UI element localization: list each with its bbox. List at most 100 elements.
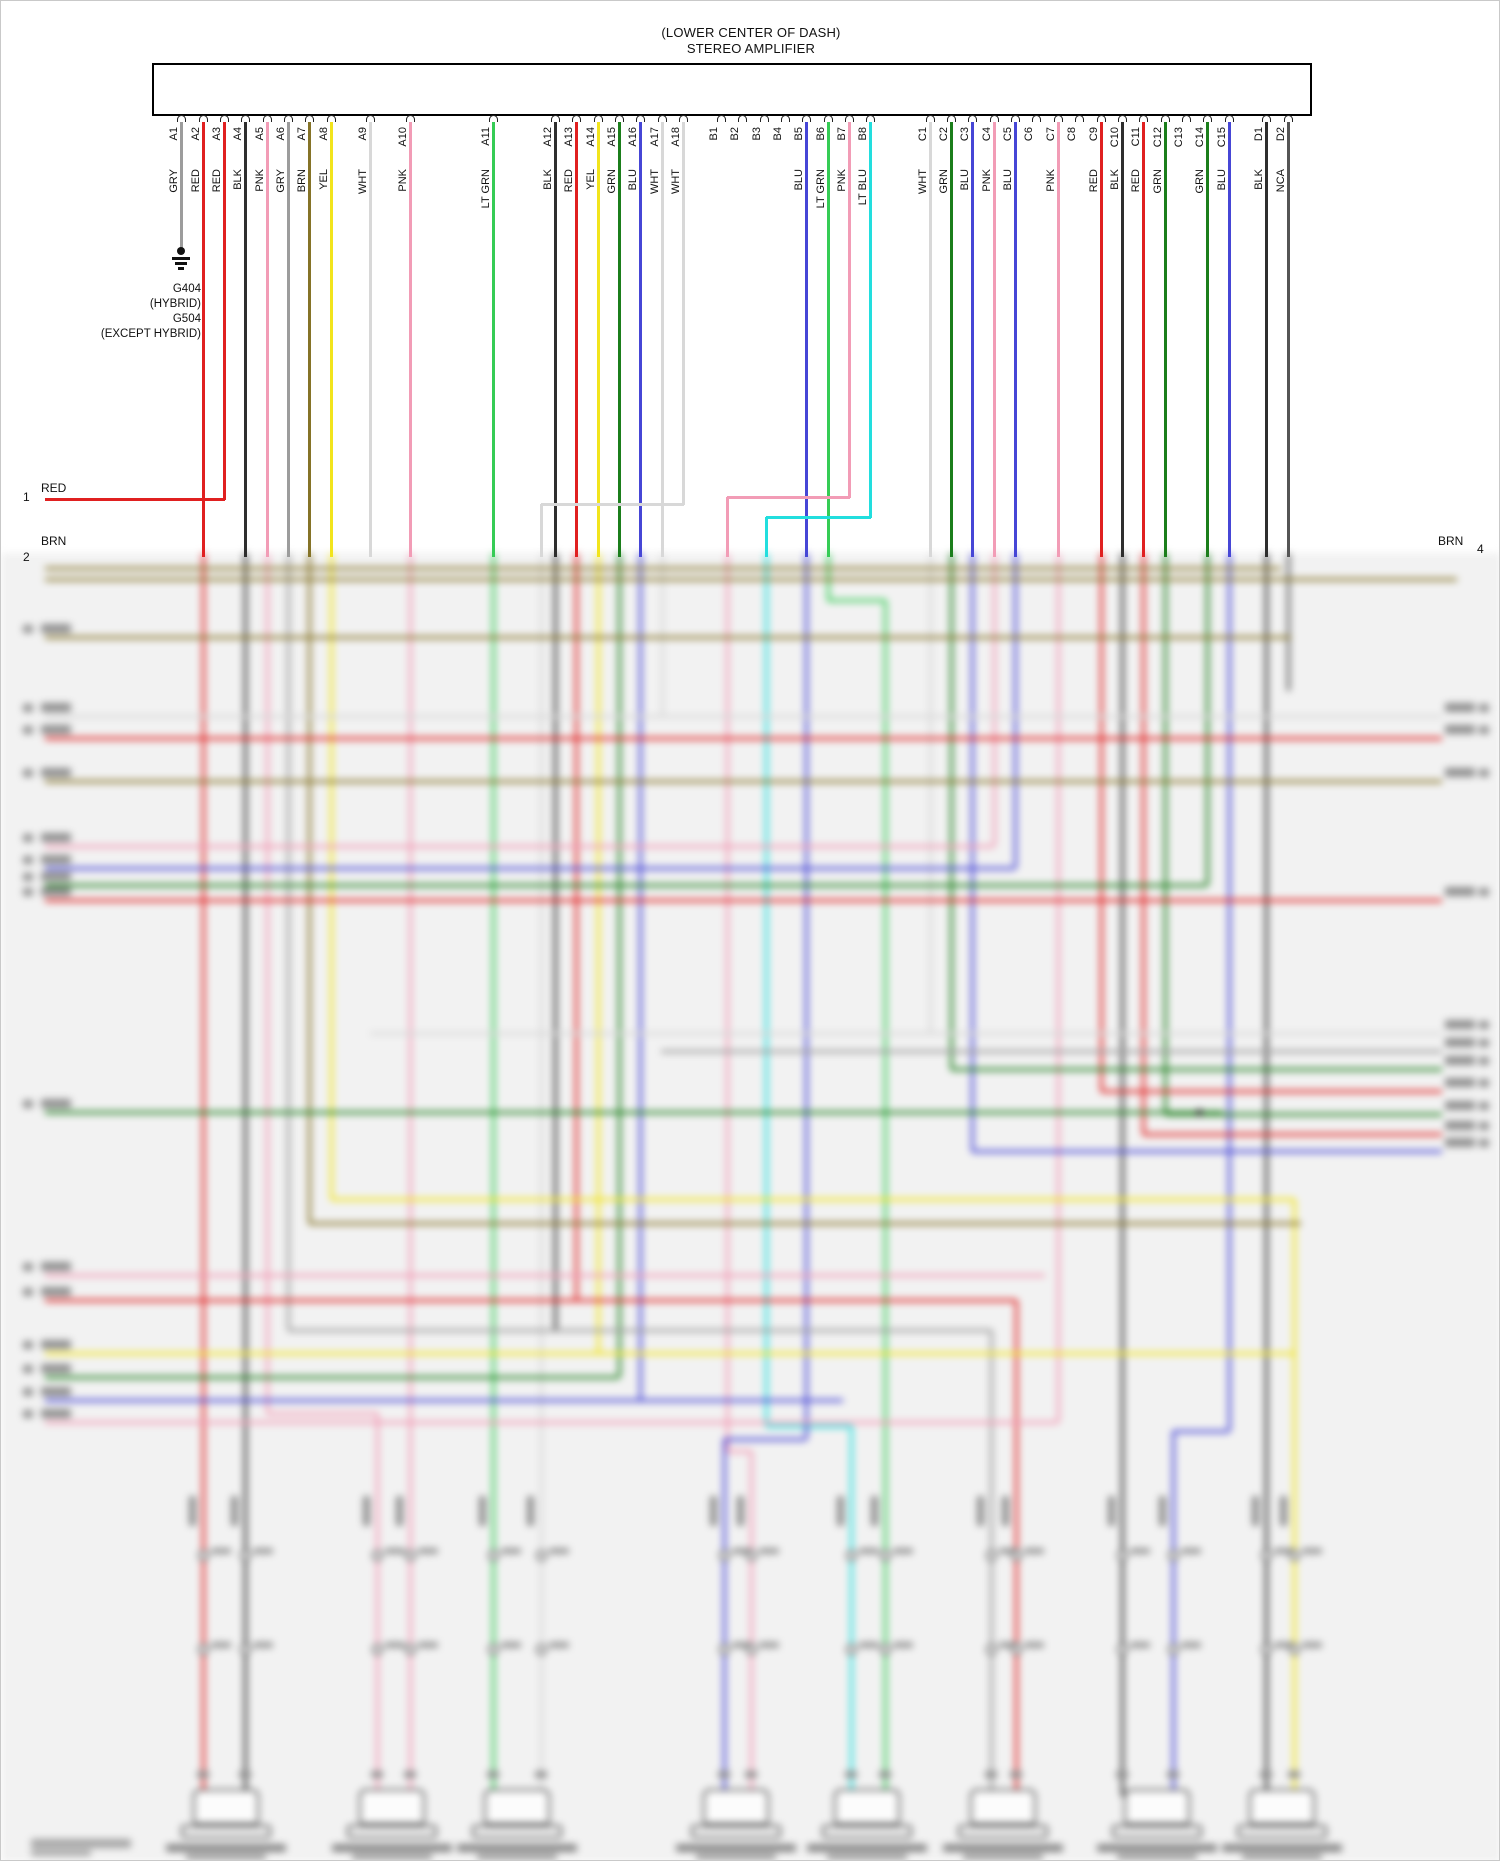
wire-pnk bbox=[266, 120, 269, 557]
wire-lt-blu bbox=[850, 1426, 853, 1796]
inline-connector-icon bbox=[239, 1643, 251, 1655]
right-wire-color-bar bbox=[1445, 887, 1475, 896]
wire-blu bbox=[45, 867, 1015, 870]
right-wire-number-bar bbox=[1479, 726, 1489, 734]
inline-connector-icon bbox=[371, 1643, 383, 1655]
inline-connector-label-bar bbox=[501, 1642, 521, 1648]
wire-gry bbox=[180, 120, 183, 251]
pin-socket-A11 bbox=[488, 115, 498, 122]
wire-wht bbox=[45, 715, 1442, 718]
wire-blu bbox=[639, 553, 642, 1400]
inline-connector-label-bar bbox=[549, 1642, 569, 1648]
component-name-bar bbox=[186, 1854, 266, 1860]
component-connector-body bbox=[1124, 1789, 1190, 1825]
wire-grn bbox=[1206, 120, 1209, 557]
component-connector-body bbox=[193, 1789, 259, 1825]
wire-color-label-C1: WHT bbox=[917, 169, 929, 195]
wire-pnk bbox=[267, 1412, 377, 1415]
pin-socket-A14 bbox=[593, 115, 603, 122]
wire-color-label-A11: LT GRN bbox=[480, 169, 492, 209]
pin-socket-A9 bbox=[365, 115, 375, 122]
wire-4-color-label: BRN bbox=[1438, 534, 1464, 548]
pin-socket-A3 bbox=[219, 115, 229, 122]
wire-color-label-A6: GRY bbox=[275, 169, 287, 193]
pin-socket-C15 bbox=[1224, 115, 1234, 122]
terminal-number-bar bbox=[745, 1771, 757, 1778]
wire-wht bbox=[661, 553, 664, 716]
wire-1-color-label: RED bbox=[41, 481, 67, 495]
wire-color-label-B5: BLU bbox=[793, 169, 805, 191]
wire-color-label-C10: BLK bbox=[1109, 169, 1121, 190]
wire-red bbox=[1142, 553, 1145, 1134]
wire-blu bbox=[971, 120, 974, 557]
inline-connector-label-bar bbox=[549, 1548, 569, 1554]
ground-qualifier-2: (EXCEPT HYBRID) bbox=[100, 328, 201, 340]
inline-connector-icon bbox=[487, 1549, 499, 1561]
inline-connector-icon bbox=[1010, 1549, 1022, 1561]
pin-socket-B6 bbox=[823, 115, 833, 122]
watermark-bar bbox=[31, 1839, 131, 1848]
pin-label-B2: B2 bbox=[729, 127, 741, 141]
wire-grn bbox=[45, 1376, 619, 1379]
wire-color-label-D1: BLK bbox=[1253, 169, 1265, 190]
pin-socket-C11 bbox=[1138, 115, 1148, 122]
right-wire-number-bar bbox=[1479, 1039, 1489, 1047]
pin-label-C11: C11 bbox=[1130, 127, 1142, 147]
wire-blk bbox=[1265, 553, 1268, 1796]
wire-pnk bbox=[45, 1274, 1045, 1277]
inline-connector-icon bbox=[1010, 1643, 1022, 1655]
wire-blu bbox=[1228, 553, 1231, 1431]
left-wire-color-bar bbox=[41, 887, 71, 896]
wire-blk bbox=[1121, 553, 1124, 1796]
wire-pnk bbox=[409, 120, 412, 557]
connector-wire-id-bar bbox=[1280, 1496, 1287, 1526]
pin-socket-C4 bbox=[989, 115, 999, 122]
wire-color-label-A7: BRN bbox=[296, 169, 308, 193]
component-name-bar bbox=[963, 1854, 1043, 1860]
watermark-bar bbox=[31, 1850, 91, 1856]
pin-label-A2: A2 bbox=[190, 127, 202, 141]
wire-color-label-A2: RED bbox=[190, 169, 202, 193]
inline-connector-icon bbox=[197, 1643, 209, 1655]
wire-wht bbox=[661, 120, 664, 557]
wire-grn bbox=[1164, 120, 1167, 557]
connector-wire-id-bar bbox=[231, 1496, 238, 1526]
wire-wht bbox=[540, 504, 543, 557]
pin-label-C5: C5 bbox=[1002, 127, 1014, 142]
left-wire-number-bar bbox=[23, 704, 33, 712]
wire-blu bbox=[1172, 1431, 1175, 1796]
inline-connector-label-bar bbox=[211, 1548, 231, 1554]
right-wire-color-bar bbox=[1445, 725, 1475, 734]
inline-connector-label-bar bbox=[253, 1642, 273, 1648]
component-connector-body bbox=[970, 1789, 1036, 1825]
pin-socket-A16 bbox=[635, 115, 645, 122]
right-wire-color-bar bbox=[1445, 1020, 1475, 1029]
pin-label-B8: B8 bbox=[857, 127, 869, 141]
connector-wire-id-bar bbox=[737, 1496, 744, 1526]
terminal-number-bar bbox=[239, 1771, 251, 1778]
left-wire-color-bar bbox=[41, 1262, 71, 1271]
right-wire-color-bar bbox=[1445, 1056, 1475, 1065]
wire-nca bbox=[1287, 120, 1290, 557]
wire-lt-grn bbox=[828, 599, 885, 602]
pin-label-C4: C4 bbox=[981, 127, 993, 142]
pin-label-C10: C10 bbox=[1109, 127, 1121, 148]
wire-color-label-B6: LT GRN bbox=[815, 169, 827, 209]
pin-label-B3: B3 bbox=[751, 127, 763, 141]
right-wire-color-bar bbox=[1445, 1121, 1475, 1130]
pin-socket-A8 bbox=[326, 115, 336, 122]
wire-red bbox=[1143, 1133, 1442, 1136]
pin-label-A3: A3 bbox=[211, 127, 223, 141]
connector-wire-id-bar bbox=[871, 1496, 878, 1526]
terminal-number-bar bbox=[1288, 1771, 1300, 1778]
inline-connector-icon bbox=[1260, 1643, 1272, 1655]
inline-connector-label-bar bbox=[1274, 1642, 1294, 1648]
wire-color-label-C7: PNK bbox=[1045, 169, 1057, 192]
pin-socket-A2 bbox=[198, 115, 208, 122]
wire-gry bbox=[990, 1330, 993, 1796]
wire-grn bbox=[618, 120, 621, 557]
inline-connector-icon bbox=[1116, 1549, 1128, 1561]
component-connector-base bbox=[181, 1825, 271, 1838]
wire-blu bbox=[724, 1438, 806, 1441]
pin-socket-A4 bbox=[240, 115, 250, 122]
